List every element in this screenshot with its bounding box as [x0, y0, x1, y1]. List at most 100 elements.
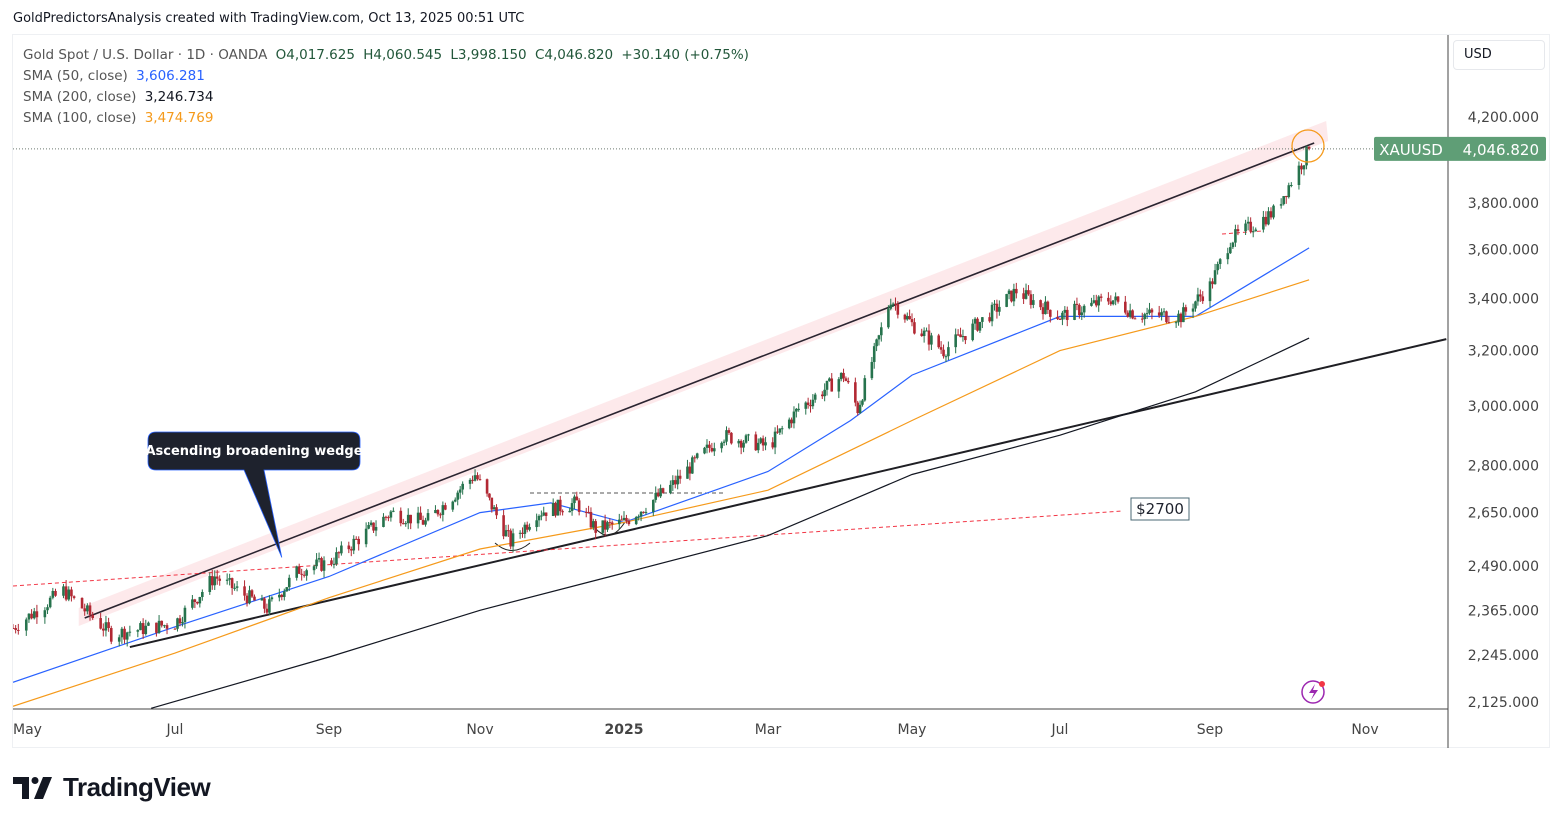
legend-sma100[interactable]: SMA (100, close) 3,474.769	[23, 108, 753, 129]
x-tick-label: Jul	[1051, 722, 1069, 738]
candle-body	[737, 440, 741, 444]
candle	[32, 607, 36, 620]
candle	[352, 535, 356, 555]
candle-body	[456, 492, 460, 500]
candle	[813, 392, 817, 403]
candle	[265, 603, 269, 615]
chart-legend: Gold Spot / U.S. Dollar · 1D · OANDA O4,…	[23, 45, 753, 129]
candle	[117, 634, 121, 647]
candle-body	[374, 526, 378, 531]
candle	[988, 312, 991, 323]
candle	[253, 594, 256, 601]
candle-body	[956, 334, 960, 336]
candle-body	[809, 404, 812, 407]
candle	[556, 499, 560, 516]
candle	[705, 439, 709, 454]
candle-body	[811, 399, 815, 407]
candle-body	[747, 434, 750, 436]
candle	[1073, 300, 1076, 321]
candle	[1116, 296, 1120, 304]
candle-body	[1111, 300, 1115, 305]
candle	[544, 512, 548, 522]
candle-body	[558, 499, 562, 512]
candle	[1191, 303, 1195, 319]
candle	[722, 439, 726, 446]
candle-body	[639, 511, 643, 517]
candle-body	[961, 336, 965, 338]
candle-body	[1211, 281, 1214, 285]
candle-body	[797, 408, 800, 410]
candle	[495, 504, 498, 520]
candle	[1177, 310, 1180, 326]
candle	[504, 524, 508, 537]
candle	[551, 498, 555, 517]
candle-body	[642, 511, 645, 513]
candle	[776, 425, 779, 434]
candle	[332, 557, 336, 569]
candle-body	[863, 378, 867, 401]
candle	[198, 596, 202, 608]
candle	[101, 623, 105, 637]
tradingview-logo[interactable]: TradingView	[13, 772, 211, 803]
candle	[208, 572, 212, 595]
candle-body	[409, 514, 412, 524]
candle	[1075, 297, 1079, 311]
candle-body	[947, 347, 950, 357]
candle-body	[661, 488, 665, 493]
candle-body	[210, 576, 214, 586]
candle-body	[617, 519, 621, 525]
candle	[846, 377, 850, 384]
legend-sma50[interactable]: SMA (50, close) 3,606.281	[23, 66, 753, 87]
candle-body	[416, 512, 420, 524]
sma100-line	[13, 279, 1310, 707]
candle-body	[959, 334, 962, 338]
currency-button[interactable]: USD	[1453, 40, 1545, 70]
candle-body	[165, 625, 169, 629]
candle	[302, 571, 306, 578]
candle	[601, 520, 605, 536]
candle-body	[419, 512, 422, 520]
candle	[1157, 305, 1161, 318]
candle	[561, 509, 564, 516]
candle-body	[191, 599, 194, 608]
x-tick-label: Nov	[1351, 722, 1378, 738]
candle-body	[458, 489, 462, 493]
candle	[1251, 226, 1255, 238]
candle-body	[1143, 314, 1146, 320]
candle	[263, 597, 266, 614]
candle	[406, 508, 410, 530]
candle-body	[335, 552, 338, 564]
candle	[369, 520, 373, 527]
candle	[201, 589, 204, 601]
candle-body	[1056, 316, 1059, 319]
legend-main-row[interactable]: Gold Spot / U.S. Dollar · 1D · OANDA O4,…	[23, 45, 753, 66]
candle-body	[568, 510, 572, 513]
candle	[610, 520, 614, 530]
candle	[634, 515, 638, 526]
candle-body	[1029, 294, 1033, 305]
candle-body	[317, 558, 321, 560]
candle	[248, 585, 251, 605]
candle-body	[1302, 165, 1306, 170]
legend-sma200[interactable]: SMA (200, close) 3,246.734	[23, 87, 753, 108]
candle	[910, 313, 914, 327]
candle-body	[622, 517, 626, 521]
candle	[787, 417, 791, 430]
candle-body	[17, 629, 20, 631]
candle-body	[502, 515, 505, 537]
candle	[858, 400, 862, 414]
candle	[471, 475, 474, 484]
logo-text: TradingView	[63, 772, 211, 802]
candle	[1194, 300, 1197, 312]
candle	[673, 475, 677, 489]
candle-body	[125, 632, 129, 640]
candle	[458, 485, 462, 499]
candle-body	[872, 346, 876, 362]
candle-body	[544, 512, 548, 516]
candle-body	[352, 538, 356, 551]
candle-body	[1165, 311, 1168, 323]
candle	[1262, 210, 1265, 233]
candle	[825, 380, 829, 396]
candle-body	[278, 594, 281, 598]
